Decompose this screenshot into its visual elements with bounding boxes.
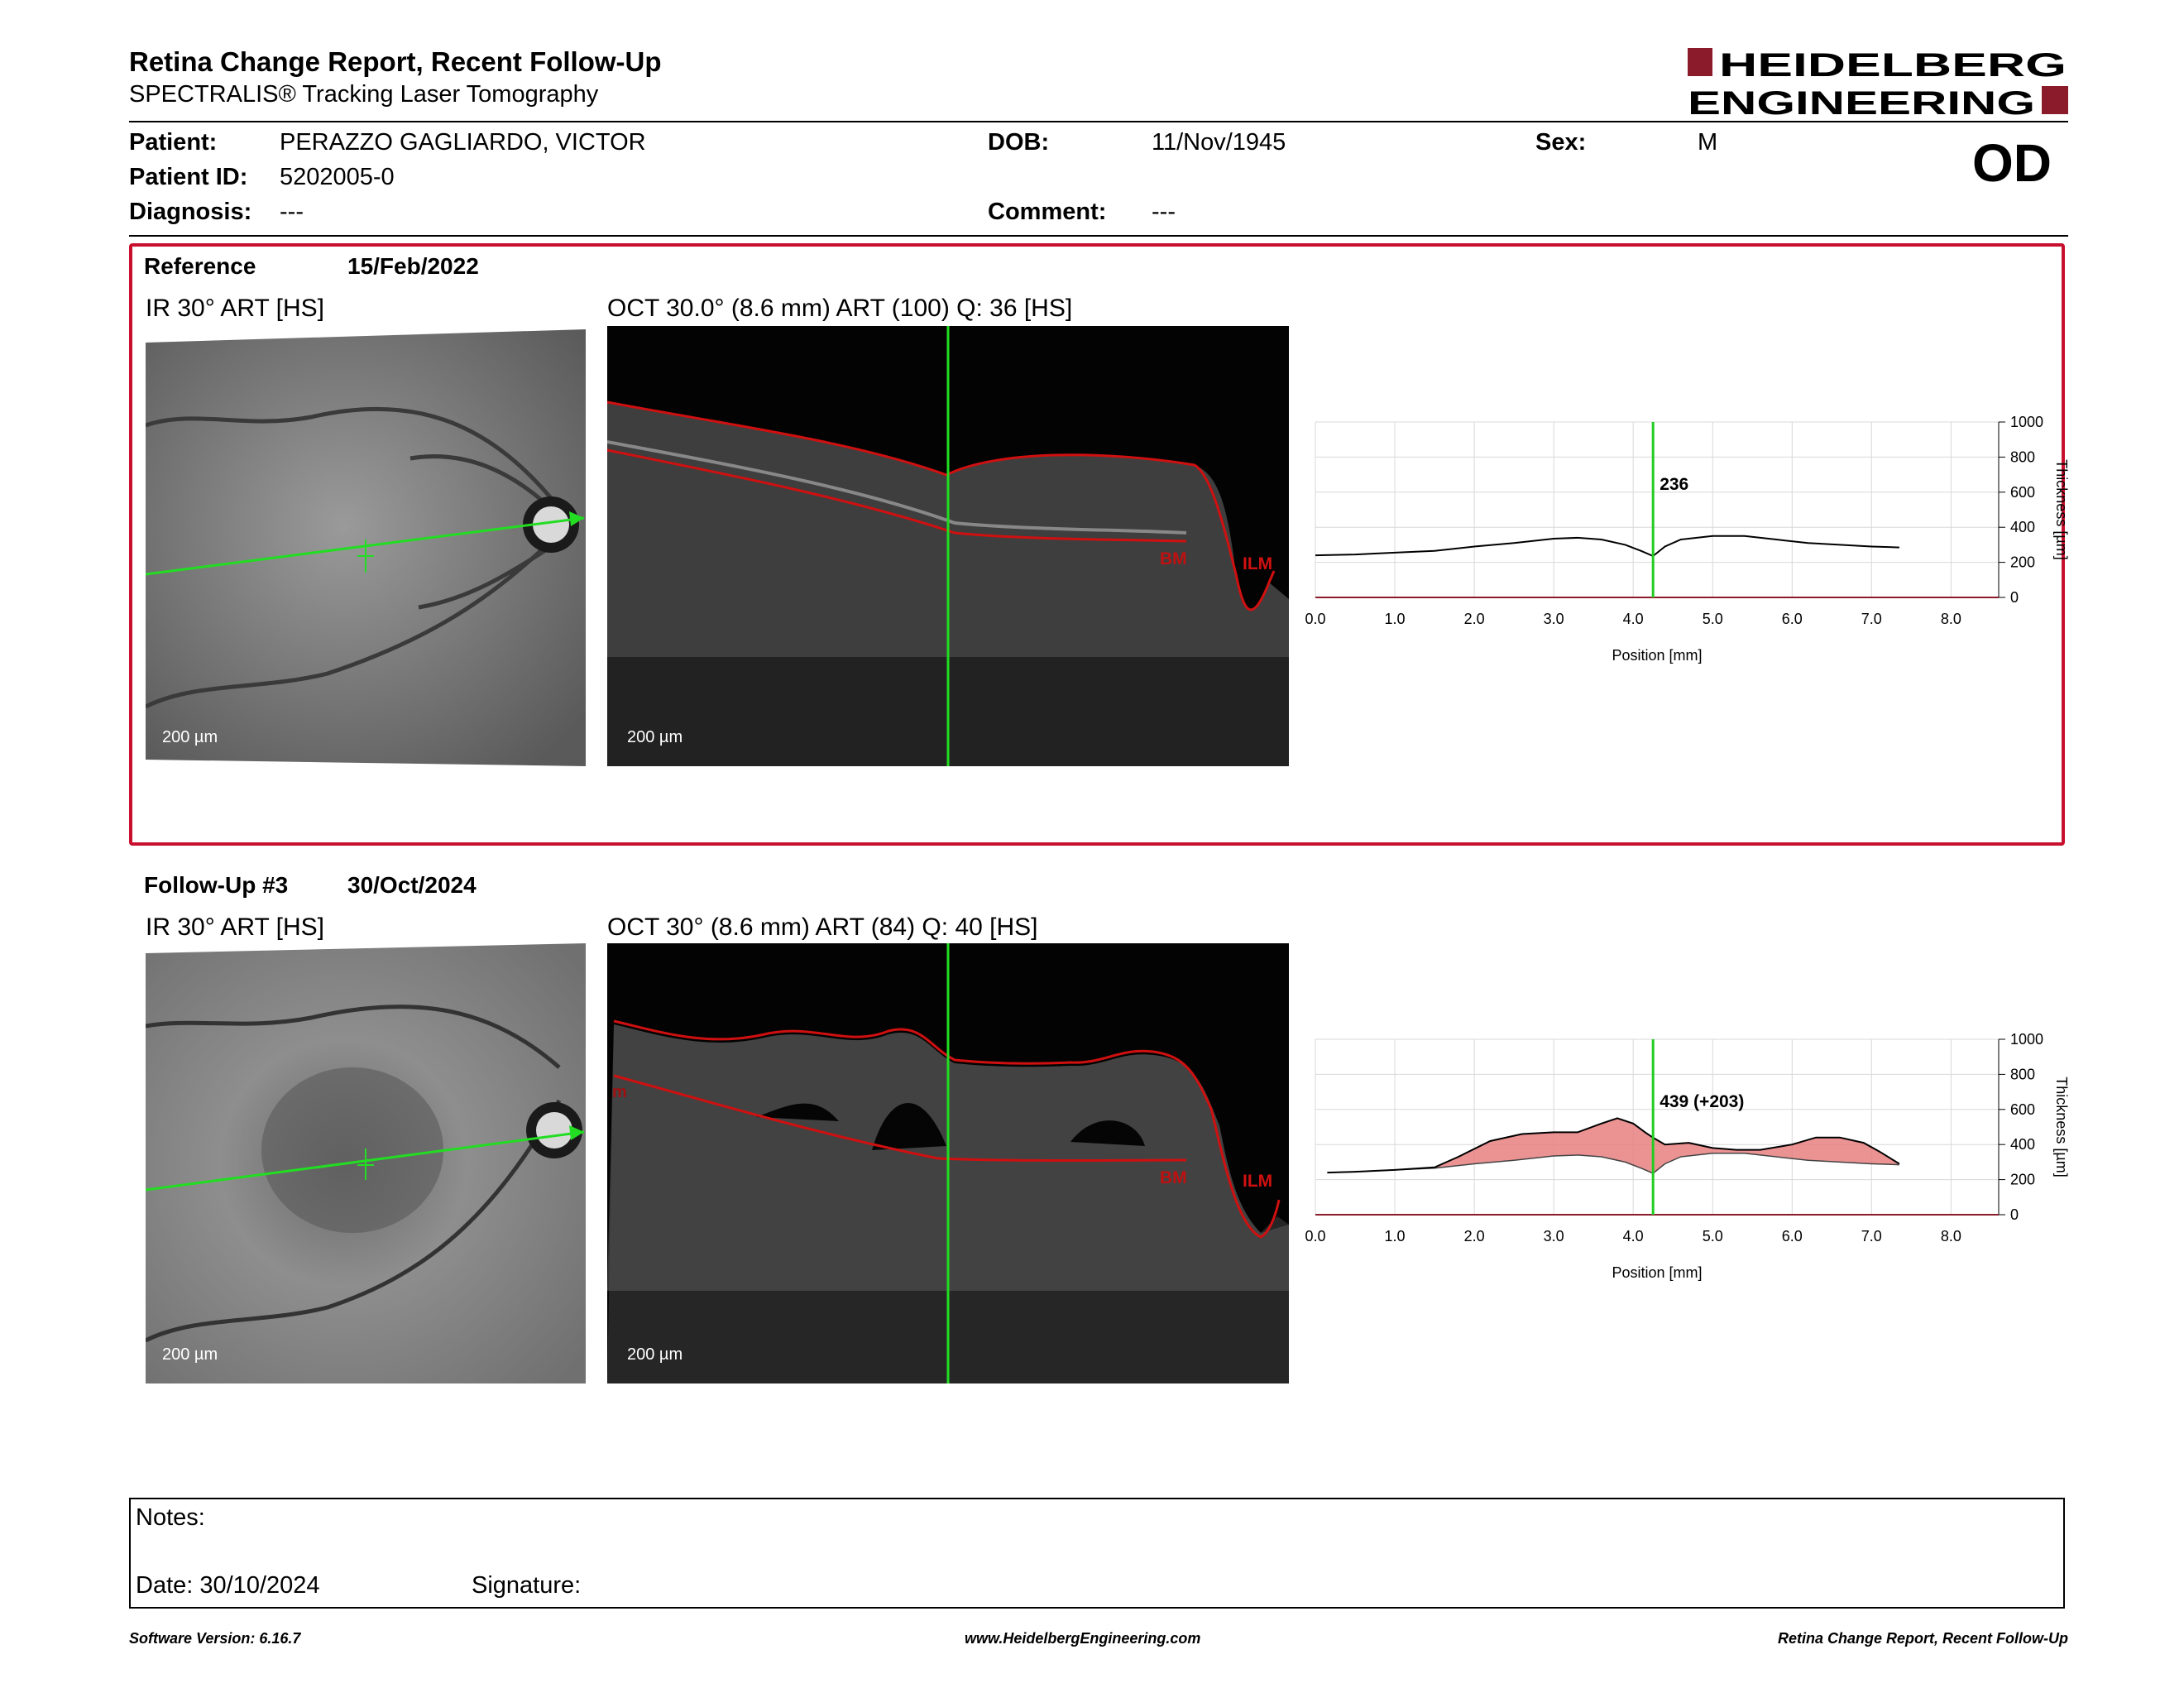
reference-bm-label: BM bbox=[1160, 549, 1187, 568]
reference-label: Reference bbox=[144, 253, 256, 279]
reference-date: 15/Feb/2022 bbox=[347, 253, 479, 279]
notes-label: Notes: bbox=[136, 1504, 205, 1531]
y-tick-label: 800 bbox=[2010, 1066, 2035, 1082]
cursor-value-label: 439 (+203) bbox=[1660, 1092, 1744, 1111]
y-tick-label: 200 bbox=[2010, 1172, 2035, 1188]
followup-thickness-chart: 0.0 1.0 2.0 3.0 4.0 5.0 6.0 7.0 8.0 0 200 400 600 800… bbox=[1305, 1031, 2068, 1281]
patient-label: Patient: bbox=[129, 129, 218, 156]
reference-ir-caption: IR 30° ART [HS] bbox=[146, 295, 324, 322]
x-tick-label: 7.0 bbox=[1861, 1228, 1882, 1244]
followup-oct-image: m BM ILM bbox=[607, 943, 1289, 1383]
comment-value: --- bbox=[1152, 199, 1176, 225]
change-area bbox=[1327, 1118, 1899, 1173]
x-tick-label: 2.0 bbox=[1464, 1228, 1485, 1244]
x-tick-label: 2.0 bbox=[1464, 611, 1485, 627]
followup-ir-scalebar: 200 µm bbox=[162, 1345, 218, 1364]
dob-value: 11/Nov/1945 bbox=[1152, 129, 1286, 156]
x-axis-label: Position [mm] bbox=[1612, 647, 1702, 664]
reference-thickness-chart: 0.0 1.0 2.0 3.0 4.0 5.0 6.0 7.0 8.0 0 200 400 600 800… bbox=[1305, 414, 2068, 664]
y-tick-label: 1000 bbox=[2010, 1031, 2043, 1048]
x-tick-label: 3.0 bbox=[1544, 1228, 1564, 1244]
x-tick-label: 4.0 bbox=[1623, 611, 1644, 627]
followup-label: Follow-Up #3 bbox=[144, 872, 289, 898]
report-title: Retina Change Report, Recent Follow-Up bbox=[129, 46, 662, 77]
footer-report-name: Retina Change Report, Recent Follow-Up bbox=[1777, 1630, 2068, 1647]
x-tick-label: 8.0 bbox=[1941, 611, 1961, 627]
notes-box[interactable] bbox=[129, 1498, 2065, 1609]
x-tick-label: 6.0 bbox=[1782, 1228, 1803, 1244]
reference-oct-image: BM ILM bbox=[607, 326, 1289, 766]
logo-line1: HEIDELBERG bbox=[1719, 47, 2067, 84]
followup-bm-label: BM bbox=[1160, 1168, 1187, 1187]
x-tick-label: 5.0 bbox=[1703, 611, 1723, 627]
followup-ir-caption: IR 30° ART [HS] bbox=[146, 914, 324, 941]
comment-label: Comment: bbox=[988, 199, 1107, 225]
header-divider bbox=[129, 121, 2068, 122]
cursor-value-label: 236 bbox=[1660, 475, 1688, 494]
followup-oct-scalebar: 200 µm bbox=[627, 1345, 683, 1364]
reference-oct-scalebar: 200 µm bbox=[627, 728, 683, 746]
x-tick-label: 1.0 bbox=[1385, 1228, 1406, 1244]
dob-label: DOB: bbox=[988, 129, 1050, 156]
y-tick-label: 600 bbox=[2010, 484, 2035, 501]
x-axis-label: Position [mm] bbox=[1612, 1264, 1702, 1281]
date-label: Date: 30/10/2024 bbox=[136, 1572, 320, 1599]
reference-panel-box bbox=[129, 243, 2065, 846]
followup-ir-image bbox=[146, 943, 586, 1383]
y-tick-label: 400 bbox=[2010, 1136, 2035, 1153]
sex-label: Sex: bbox=[1535, 129, 1587, 156]
sex-value: M bbox=[1698, 129, 1718, 156]
y-tick-label: 800 bbox=[2010, 448, 2035, 465]
y-tick-label: 1000 bbox=[2010, 414, 2043, 430]
info-divider bbox=[129, 235, 2068, 237]
logo-line2: ENGINEERING bbox=[1688, 85, 2035, 117]
reference-ir-image bbox=[146, 329, 586, 766]
followup-oct-caption: OCT 30° (8.6 mm) ART (84) Q: 40 [HS] bbox=[607, 914, 1038, 941]
patient-id-label: Patient ID: bbox=[129, 164, 248, 190]
y-axis-label: Thickness [µm] bbox=[2053, 1077, 2068, 1177]
y-axis-label: Thickness [µm] bbox=[2053, 459, 2068, 559]
patient-id-value: 5202005-0 bbox=[280, 164, 395, 190]
followup-thickness-line bbox=[1327, 1117, 1900, 1174]
report-subtitle: SPECTRALIS® Tracking Laser Tomography bbox=[129, 81, 599, 108]
reference-oct-caption: OCT 30.0° (8.6 mm) ART (100) Q: 36 [HS] bbox=[607, 295, 1073, 322]
x-tick-label: 1.0 bbox=[1385, 611, 1406, 627]
followup-date: 30/Oct/2024 bbox=[347, 872, 477, 898]
x-tick-label: 0.0 bbox=[1305, 611, 1325, 627]
followup-ilm-label: ILM bbox=[1243, 1172, 1272, 1191]
x-tick-label: 5.0 bbox=[1703, 1228, 1723, 1244]
diagnosis-value: --- bbox=[280, 199, 304, 225]
y-tick-label: 400 bbox=[2010, 519, 2035, 535]
reference-ir-scalebar: 200 µm bbox=[162, 728, 218, 746]
y-tick-label: 600 bbox=[2010, 1101, 2035, 1118]
heidelberg-logo: HEIDELBERG ENGINEERING bbox=[1688, 47, 2068, 117]
followup-m-label: m bbox=[612, 1083, 627, 1101]
y-tick-label: 0 bbox=[2010, 589, 2019, 606]
x-tick-label: 4.0 bbox=[1623, 1228, 1644, 1244]
reference-thickness-line bbox=[1327, 1153, 1899, 1174]
footer-website[interactable]: www.HeidelbergEngineering.com bbox=[965, 1630, 1201, 1647]
y-tick-label: 0 bbox=[2010, 1206, 2019, 1223]
signature-label: Signature: bbox=[472, 1572, 582, 1599]
x-tick-label: 7.0 bbox=[1861, 611, 1882, 627]
x-tick-label: 6.0 bbox=[1782, 611, 1803, 627]
footer-software-version: Software Version: 6.16.7 bbox=[129, 1630, 301, 1647]
x-tick-label: 8.0 bbox=[1941, 1228, 1961, 1244]
y-tick-label: 200 bbox=[2010, 554, 2035, 571]
diagnosis-label: Diagnosis: bbox=[129, 199, 252, 225]
thickness-line bbox=[1315, 535, 1899, 558]
x-tick-label: 0.0 bbox=[1305, 1228, 1325, 1244]
x-tick-label: 3.0 bbox=[1544, 611, 1564, 627]
eye-label: OD bbox=[1972, 133, 2052, 193]
patient-name: PERAZZO GAGLIARDO, VICTOR bbox=[280, 129, 646, 156]
reference-ilm-label: ILM bbox=[1243, 554, 1272, 573]
